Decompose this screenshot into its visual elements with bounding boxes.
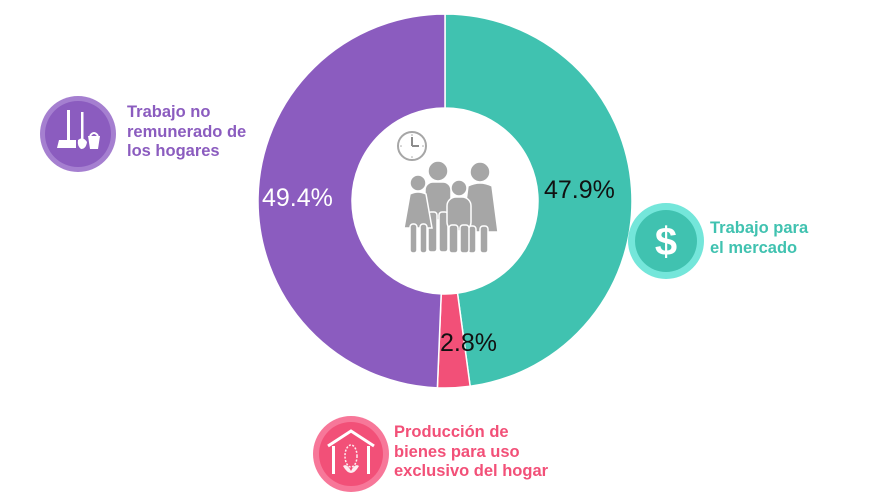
svg-text:$: $ <box>655 220 677 264</box>
label-line: el mercado <box>710 238 798 257</box>
label-market-work: Trabajo para el mercado <box>710 219 808 258</box>
pct-label-unpaid: 49.4% <box>262 184 333 212</box>
label-line: los hogares <box>127 142 220 160</box>
dollar-coin-icon: $ <box>628 203 704 279</box>
pct-label-home-production: 2.8% <box>440 329 497 357</box>
label-line: Trabajo no <box>127 103 211 121</box>
label-home-production: Producción de bienes para uso exclusivo … <box>394 423 548 482</box>
label-line: remunerado de <box>127 122 247 141</box>
broom-bucket-icon <box>40 96 116 172</box>
house-corn-icon <box>313 416 389 492</box>
label-line: Producción de <box>394 423 509 441</box>
label-line: bienes para uso <box>394 442 520 461</box>
label-unpaid-work: Trabajo no remunerado de los hogares <box>127 103 246 162</box>
pct-label-market: 47.9% <box>544 176 615 204</box>
family-clock-icon <box>397 131 499 254</box>
donut-segments <box>257 13 633 389</box>
clock-icon <box>397 131 427 161</box>
label-line: Trabajo para <box>710 219 809 237</box>
label-line: exclusivo del hogar <box>394 462 549 480</box>
